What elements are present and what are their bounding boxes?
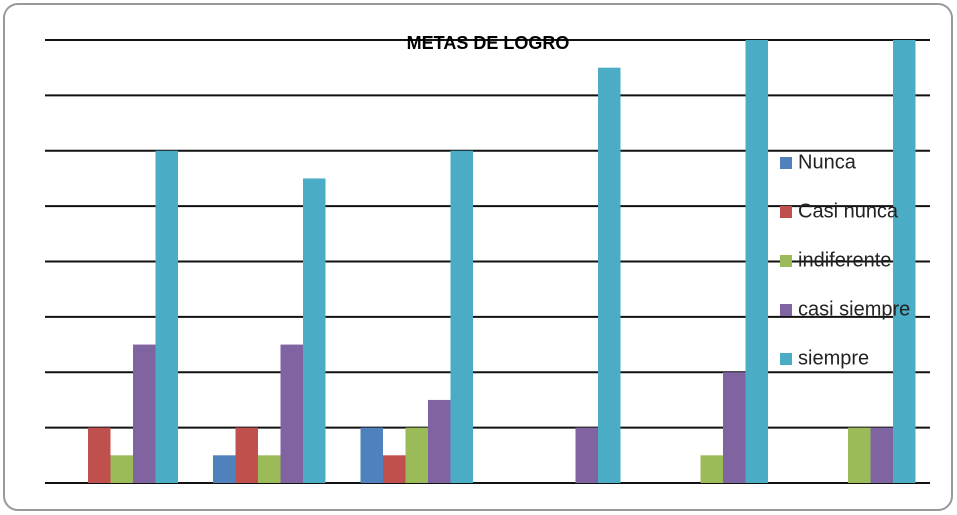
bar	[428, 399, 451, 483]
bar	[133, 344, 156, 483]
legend-swatch	[780, 255, 792, 267]
legend-label: Nunca	[798, 151, 857, 173]
bar	[450, 150, 473, 483]
bar	[213, 455, 236, 483]
bar	[280, 344, 303, 483]
bar	[723, 372, 746, 483]
legend-label: indiferente	[798, 249, 891, 271]
bar	[360, 427, 383, 483]
bar	[700, 455, 723, 483]
legend-swatch	[780, 157, 792, 169]
bar	[235, 427, 258, 483]
bar	[303, 178, 326, 483]
bar	[598, 67, 621, 483]
bar	[745, 40, 768, 483]
legend-label: siempre	[798, 347, 869, 369]
bar	[110, 455, 133, 483]
grid	[45, 39, 930, 484]
legend-swatch	[780, 304, 792, 316]
legend: Nunca Casi nunca indiferente casi siempre si…	[780, 151, 910, 369]
chart-frame	[3, 3, 953, 511]
legend-label: Casi nunca	[798, 200, 899, 222]
bar	[155, 150, 178, 483]
bar	[383, 455, 406, 483]
bar	[848, 427, 871, 483]
bar	[870, 427, 893, 483]
chart-title: METAS DE LOGRO	[407, 33, 570, 53]
bar	[88, 427, 111, 483]
bars	[88, 40, 916, 483]
legend-label: casi siempre	[798, 298, 910, 320]
legend-swatch	[780, 353, 792, 365]
bar	[258, 455, 281, 483]
bar	[575, 427, 598, 483]
bar	[405, 427, 428, 483]
bar	[893, 40, 916, 483]
legend-swatch	[780, 206, 792, 218]
